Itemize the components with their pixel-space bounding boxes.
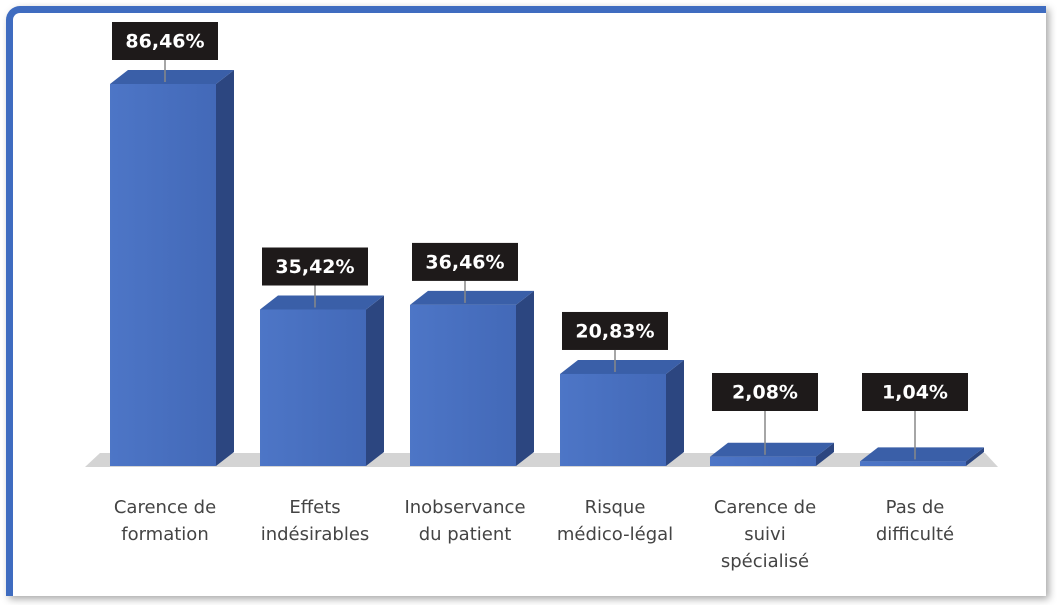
value-label: 20,83% [575, 320, 654, 342]
x-tick-label: Pas de difficulté [875, 497, 955, 545]
bar [560, 359, 684, 466]
bar-top [260, 295, 384, 310]
value-label: 36,46% [425, 251, 504, 273]
x-tick-label: Effets indésirables [260, 497, 370, 545]
value-label: 35,42% [275, 256, 354, 278]
value-label-box [562, 311, 668, 350]
bar-front-shade [710, 456, 816, 466]
bar-top [560, 359, 684, 374]
value-label-box [262, 247, 368, 286]
bar-side [216, 70, 234, 466]
bar-top [410, 290, 534, 305]
bar-top [110, 70, 234, 84]
value-label-box [412, 242, 518, 281]
value-label-box [712, 373, 818, 411]
x-tick-label: Inobservance du patient [404, 497, 526, 545]
bar-side [366, 295, 384, 466]
x-tick-label: Risque médico-légal [556, 497, 674, 545]
bar [260, 295, 384, 466]
bar [110, 70, 234, 466]
bar [710, 442, 834, 466]
bar-side [516, 290, 534, 466]
bar [860, 447, 984, 466]
x-tick-label: Carence de suivi spécialisé [713, 497, 817, 572]
x-tick-label: Carence de formation [113, 497, 217, 545]
bar-side [666, 359, 684, 466]
bar-front-shade [110, 84, 216, 466]
value-label-box [862, 373, 968, 411]
bar-side [966, 447, 984, 466]
bar [410, 290, 534, 466]
bar-top [710, 442, 834, 457]
value-label: 1,04% [882, 382, 948, 404]
value-label: 2,08% [732, 382, 798, 404]
value-label-box [112, 22, 218, 60]
bar-side [816, 442, 834, 466]
bar-top [860, 447, 984, 462]
bar-front-shade [260, 309, 366, 466]
value-label: 86,46% [125, 31, 204, 53]
bar-front-shade [560, 373, 666, 466]
bar-front-shade [410, 304, 516, 466]
bar-front-shade [860, 461, 966, 466]
